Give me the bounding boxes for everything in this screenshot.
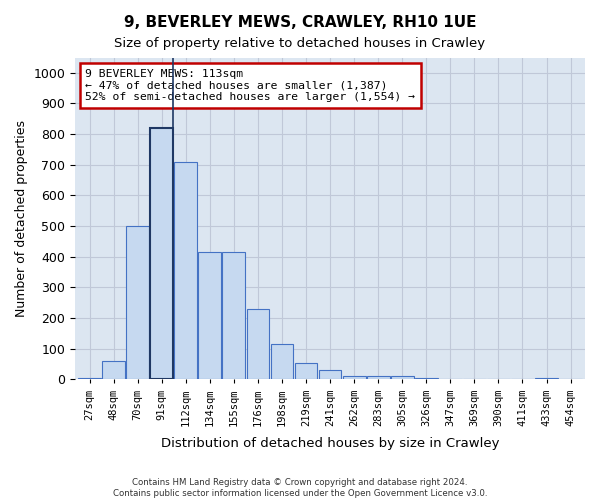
Bar xyxy=(535,378,558,380)
Bar xyxy=(343,376,365,380)
Text: Contains HM Land Registry data © Crown copyright and database right 2024.
Contai: Contains HM Land Registry data © Crown c… xyxy=(113,478,487,498)
Text: 9, BEVERLEY MEWS, CRAWLEY, RH10 1UE: 9, BEVERLEY MEWS, CRAWLEY, RH10 1UE xyxy=(124,15,476,30)
Bar xyxy=(295,362,317,380)
X-axis label: Distribution of detached houses by size in Crawley: Distribution of detached houses by size … xyxy=(161,437,499,450)
Bar xyxy=(271,344,293,380)
Bar xyxy=(175,162,197,380)
Bar xyxy=(415,378,437,380)
Bar xyxy=(367,376,389,380)
Bar xyxy=(223,252,245,380)
Y-axis label: Number of detached properties: Number of detached properties xyxy=(15,120,28,317)
Bar xyxy=(151,128,173,380)
Bar xyxy=(319,370,341,380)
Text: Size of property relative to detached houses in Crawley: Size of property relative to detached ho… xyxy=(115,38,485,51)
Bar xyxy=(199,252,221,380)
Bar xyxy=(78,378,101,380)
Bar xyxy=(247,309,269,380)
Bar xyxy=(102,361,125,380)
Bar xyxy=(126,226,149,380)
Text: 9 BEVERLEY MEWS: 113sqm
← 47% of detached houses are smaller (1,387)
52% of semi: 9 BEVERLEY MEWS: 113sqm ← 47% of detache… xyxy=(85,69,415,102)
Bar xyxy=(391,376,413,380)
